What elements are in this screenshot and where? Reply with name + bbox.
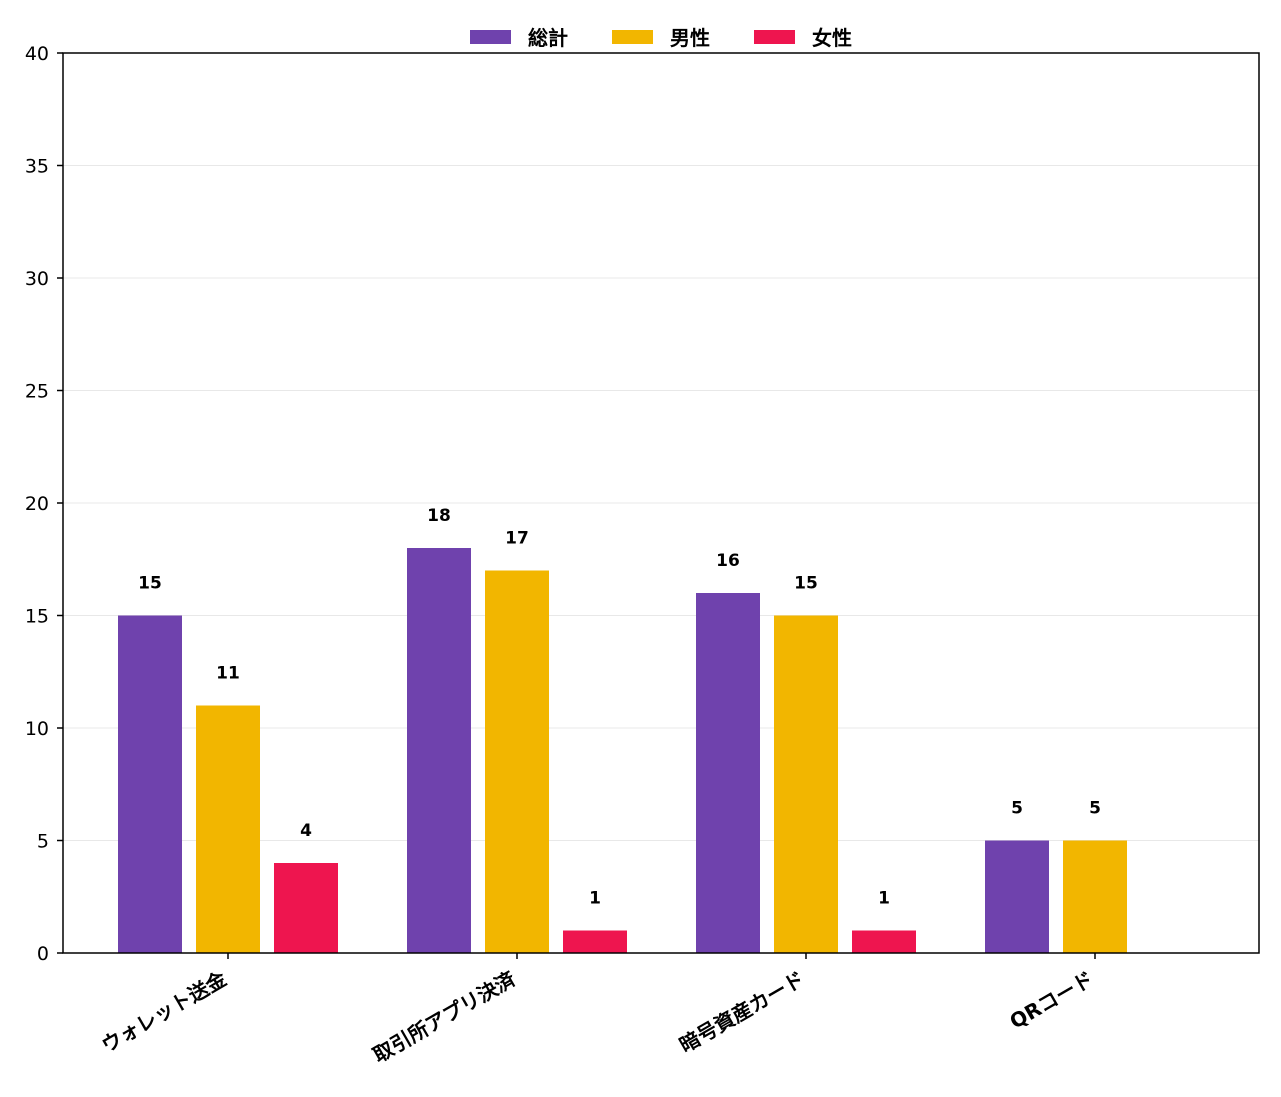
legend: 総計 男性 女性 [470,26,852,50]
y-tick-label: 30 [25,268,49,290]
legend-label: 総計 [528,26,568,50]
legend-swatch [754,30,795,44]
x-tick-label: 暗号資産カード [675,967,808,1058]
y-tick-label: 5 [37,831,49,853]
bar [985,840,1049,953]
y-tick-label: 25 [25,381,49,403]
bar-value-label: 4 [300,821,312,841]
bar [696,593,760,953]
x-tick-label: QRコード [1005,967,1097,1034]
x-tick-label: 取引所アプリ決済 [369,966,520,1067]
legend-swatch [470,30,511,44]
bar-value-label: 1 [878,889,890,909]
bar [1063,840,1127,953]
bar [118,615,182,953]
legend-item: 男性 [612,26,710,50]
bar [407,548,471,953]
bar-value-label: 17 [505,529,529,549]
y-tick-label: 20 [25,493,49,515]
bar-value-label: 11 [216,664,240,684]
bars [118,548,1127,953]
bar-value-label: 5 [1089,799,1101,819]
legend-item: 総計 [470,26,568,50]
legend-label: 女性 [812,26,852,50]
bar [774,615,838,953]
legend-swatch [612,30,653,44]
legend-item: 女性 [754,26,852,50]
bar-value-label: 1 [589,889,601,909]
x-axis: ウォレット送金 取引所アプリ決済 暗号資産カード QRコード [97,953,1098,1067]
bar-value-label: 18 [427,506,451,526]
bar [852,930,916,953]
bar-value-label: 5 [1011,799,1023,819]
x-tick-label: ウォレット送金 [97,966,231,1057]
bar-value-label: 16 [716,551,740,571]
bar-value-label: 15 [138,574,162,594]
bar [485,570,549,953]
legend-label: 男性 [670,26,710,50]
bar [563,930,627,953]
grid-lines [63,165,1259,841]
y-tick-label: 40 [25,43,49,65]
bar [274,863,338,953]
y-tick-label: 15 [25,606,49,628]
bar [196,705,260,953]
y-tick-label: 0 [37,943,49,965]
y-tick-label: 35 [25,156,49,178]
y-axis: 0 5 10 15 20 25 30 35 40 [25,43,63,965]
y-tick-label: 10 [25,718,49,740]
bar-value-label: 15 [794,574,818,594]
